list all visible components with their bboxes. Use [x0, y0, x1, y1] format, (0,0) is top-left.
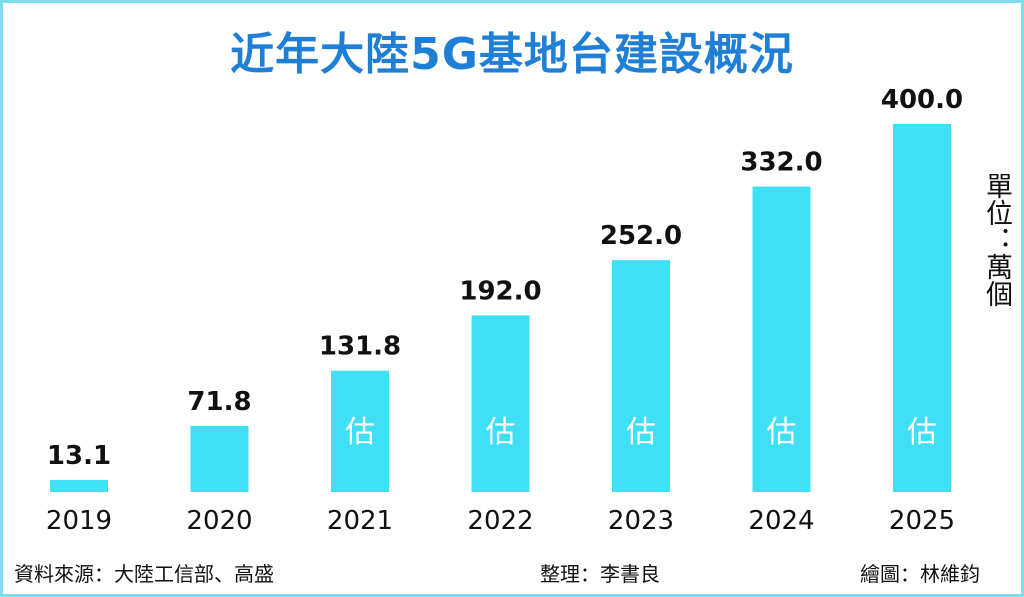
bar-2019	[50, 479, 108, 492]
chart-title: 近年大陸5G基地台建設概況	[230, 29, 794, 80]
value-label-2023: 252.0	[600, 221, 682, 251]
artist-credit: 繪圖：林維鈞	[860, 562, 980, 586]
source-note: 資料來源：大陸工信部、高盛	[14, 562, 274, 586]
bar-2025	[893, 124, 951, 492]
estimate-mark-2023: 估	[626, 415, 656, 450]
tick-label-2023: 2023	[608, 506, 674, 536]
unit-label: 單位：萬個	[981, 172, 1012, 307]
value-label-2024: 332.0	[740, 148, 822, 178]
estimate-mark-2021: 估	[345, 415, 375, 450]
bar-2020	[190, 425, 249, 492]
tick-label-2019: 2019	[46, 506, 112, 536]
bar-2022	[471, 315, 530, 492]
tick-label-2024: 2024	[748, 506, 814, 536]
tick-label-2020: 2020	[186, 506, 252, 536]
value-label-2025: 400.0	[881, 85, 963, 115]
tick-label-2021: 2021	[327, 506, 393, 536]
bar-2021	[331, 370, 389, 492]
value-label-2021: 131.8	[319, 332, 401, 362]
estimate-mark-2025: 估	[907, 415, 937, 450]
editor-credit: 整理：李書良	[540, 562, 660, 586]
value-label-2020: 71.8	[187, 387, 251, 417]
estimate-mark-2022: 估	[486, 415, 516, 450]
bar-2024	[752, 186, 811, 492]
value-label-2022: 192.0	[459, 276, 541, 306]
tick-label-2025: 2025	[889, 506, 955, 536]
bar-2023	[612, 260, 670, 492]
estimate-mark-2024: 估	[767, 415, 797, 450]
value-label-2019: 13.1	[47, 441, 111, 471]
tick-label-2022: 2022	[467, 506, 533, 536]
